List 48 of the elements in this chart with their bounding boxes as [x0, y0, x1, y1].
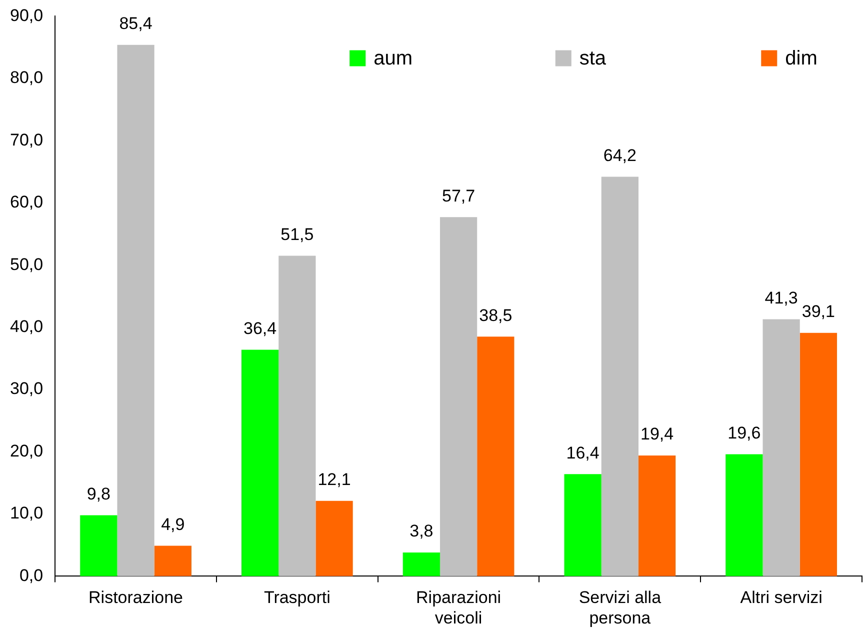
- bar: [440, 217, 478, 576]
- data-label: 85,4: [119, 14, 152, 34]
- y-tick-label: 30,0: [10, 379, 44, 398]
- bar: [564, 474, 602, 576]
- legend-label: aum: [374, 48, 413, 70]
- data-label: 38,5: [479, 306, 512, 325]
- x-tick-label: Altri servizi: [740, 588, 822, 608]
- bar: [278, 256, 316, 576]
- bar: [402, 552, 440, 576]
- data-label: 12,1: [318, 470, 351, 490]
- legend-label: sta: [579, 48, 607, 70]
- data-label: 9,8: [86, 484, 110, 504]
- data-label: 36,4: [243, 318, 277, 338]
- y-tick-label: 50,0: [10, 254, 44, 274]
- x-tick-label: Ristorazione: [88, 588, 184, 608]
- data-label: 51,5: [280, 224, 314, 244]
- data-label: 3,8: [410, 522, 434, 541]
- data-label: 19,6: [728, 423, 761, 442]
- x-tick-label: Servizi alla persona: [578, 588, 662, 628]
- bar: [726, 454, 763, 576]
- y-tick-label: 10,0: [10, 504, 44, 523]
- data-label: 39,1: [802, 302, 835, 322]
- y-tick-label: 40,0: [10, 317, 44, 336]
- bar: [638, 455, 676, 576]
- bar: [117, 44, 154, 576]
- bar: [477, 336, 514, 576]
- x-tick-label: Trasporti: [264, 588, 330, 608]
- y-tick-label: 20,0: [10, 441, 44, 460]
- data-label: 19,4: [640, 424, 674, 444]
- data-label: 57,7: [442, 186, 476, 206]
- y-tick-label: 80,0: [10, 68, 44, 88]
- data-label: 16,4: [566, 443, 600, 462]
- bar: [241, 350, 279, 576]
- data-label: 41,3: [764, 288, 798, 308]
- bar: [601, 176, 638, 576]
- y-tick-label: 0,0: [19, 566, 44, 585]
- bar: [316, 500, 353, 576]
- data-label: 4,9: [161, 514, 185, 534]
- legend-label: dim: [785, 48, 818, 70]
- data-label: 64,2: [603, 146, 636, 165]
- y-tick-label: 90,0: [10, 6, 44, 25]
- y-tick-label: 70,0: [10, 130, 44, 150]
- bar: [800, 332, 837, 576]
- bar: [762, 319, 800, 576]
- bar: [154, 546, 192, 576]
- y-tick-label: 60,0: [10, 192, 44, 212]
- x-tick-label: Riparazioni veicoli: [416, 588, 502, 628]
- bar: [80, 515, 118, 576]
